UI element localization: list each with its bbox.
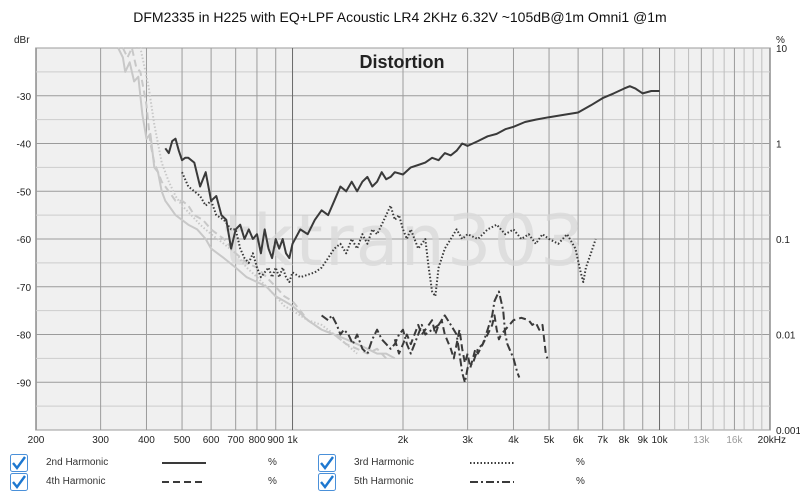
y-right-tick-label: 10 xyxy=(776,44,788,55)
x-tick-label: 500 xyxy=(174,435,191,446)
y-tick-label: -70 xyxy=(17,283,32,294)
x-tick-label: 10k xyxy=(651,435,668,446)
x-tick-label: 2k xyxy=(398,435,410,446)
series-group xyxy=(117,47,660,384)
y-right-tick-label: 0.001 xyxy=(776,426,800,437)
legend-label-3rd: 3rd Harmonic xyxy=(354,457,415,468)
y-right-tick-label: 1 xyxy=(776,140,782,151)
x-tick-label: 400 xyxy=(138,435,155,446)
chart-title: Distortion xyxy=(360,52,445,72)
x-tick-label: 4k xyxy=(508,435,520,446)
legend-unit-4th: % xyxy=(268,476,277,487)
x-tick-label: 9k xyxy=(637,435,649,446)
checkbox-checked-icon[interactable] xyxy=(318,454,336,472)
y-tick-label: -60 xyxy=(17,235,32,246)
legend-line-solid xyxy=(162,462,206,464)
x-tick-label: 700 xyxy=(227,435,244,446)
y-tick-label: -80 xyxy=(17,331,32,342)
checkbox-checked-icon[interactable] xyxy=(10,473,28,491)
x-axis-ticks: 200 300 400 500 600 700 800 900 1k 2k 3k 4k 5k 6k 7k 8k… xyxy=(28,435,786,446)
x-tick-label: 20kHz xyxy=(758,435,786,446)
x-tick-label: 800 xyxy=(249,435,266,446)
series-line-fundamental-grey- xyxy=(117,47,396,360)
y-left-unit: dBr xyxy=(14,35,30,46)
legend-item-3rd[interactable]: 3rd Harmonic % xyxy=(318,454,618,472)
series-line-2nd-harmonic xyxy=(164,85,660,260)
watermark-text: tktran303 xyxy=(223,200,586,282)
legend-line-dashed xyxy=(162,481,206,483)
y-right-axis-ticks: 10 1 0.1 0.01 0.001 xyxy=(776,44,800,437)
x-tick-label: 3k xyxy=(462,435,474,446)
series-line-3rd-harmonic xyxy=(181,171,597,298)
checkbox-checked-icon[interactable] xyxy=(10,454,28,472)
window-title: DFM2335 in H225 with EQ+LPF Acoustic LR4… xyxy=(133,9,666,25)
x-tick-label: 900 xyxy=(267,435,284,446)
x-tick-label: 600 xyxy=(203,435,220,446)
y-tick-label: -30 xyxy=(17,92,32,103)
legend-label-4th: 4th Harmonic xyxy=(46,476,106,487)
y-tick-label: -90 xyxy=(17,378,32,389)
y-tick-label: -40 xyxy=(17,140,32,151)
legend-item-2nd[interactable]: 2nd Harmonic % xyxy=(10,454,310,472)
x-tick-label: 16k xyxy=(726,435,743,446)
x-tick-label: 5k xyxy=(544,435,556,446)
legend-item-5th[interactable]: 5th Harmonic % xyxy=(318,473,618,491)
y-right-tick-label: 0.01 xyxy=(776,331,796,342)
series-line-5th-harmonic xyxy=(321,290,521,384)
y-right-tick-label: 0.1 xyxy=(776,235,790,246)
x-tick-label: 8k xyxy=(619,435,631,446)
legend-line-dotted xyxy=(470,462,514,464)
legend: 2nd Harmonic % 3rd Harmonic % 4th Harmon… xyxy=(0,452,800,497)
series-line-4th-harmonic xyxy=(393,314,549,369)
legend-item-4th[interactable]: 4th Harmonic % xyxy=(10,473,310,491)
x-tick-label: 200 xyxy=(28,435,45,446)
legend-unit-3rd: % xyxy=(576,457,585,468)
legend-unit-5th: % xyxy=(576,476,585,487)
checkbox-checked-icon[interactable] xyxy=(318,473,336,491)
legend-unit-2nd: % xyxy=(268,457,277,468)
legend-label-5th: 5th Harmonic xyxy=(354,476,414,487)
y-axis-ticks: -30 -40 -50 -60 -70 -80 -90 xyxy=(17,92,32,390)
x-tick-label: 1k xyxy=(287,435,299,446)
y-right-unit: % xyxy=(776,35,785,46)
grid xyxy=(36,47,770,431)
legend-line-dashdot xyxy=(470,481,514,483)
x-tick-label: 13k xyxy=(693,435,710,446)
x-tick-label: 6k xyxy=(573,435,585,446)
y-tick-label: -50 xyxy=(17,187,32,198)
x-tick-label: 7k xyxy=(597,435,609,446)
legend-label-2nd: 2nd Harmonic xyxy=(46,457,109,468)
x-tick-label: 300 xyxy=(92,435,109,446)
